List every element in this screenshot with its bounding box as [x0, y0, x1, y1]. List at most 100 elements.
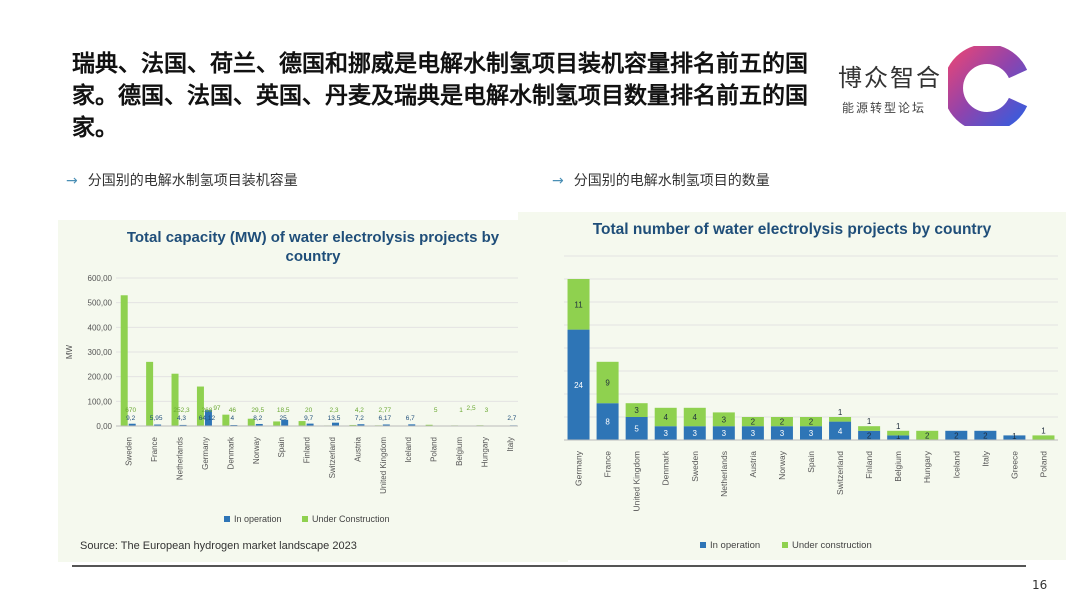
count-x-tick-label: Norway: [777, 450, 787, 480]
capacity-bar-construction-netherlands: [171, 373, 179, 426]
count-data-label-operation: 3: [722, 429, 727, 438]
count-bar-construction-sweden: [683, 407, 706, 427]
count-x-tick-label: Switzerland: [835, 451, 845, 495]
count-legend-construction: Under construction: [792, 540, 872, 551]
capacity-data-label-operation: 9,2: [126, 415, 135, 422]
capacity-data-label-operation: 8,2: [253, 415, 262, 422]
page-number: 16: [1032, 578, 1048, 592]
capacity-x-tick-label: Netherlands: [176, 437, 185, 480]
count-bar-operation-spain: [800, 426, 822, 440]
capacity-y-tick-label: 0,00: [96, 422, 112, 431]
count-data-label-operation: 2: [954, 431, 959, 440]
capacity-data-label-operation: 6,7: [406, 415, 415, 422]
capacity-data-label-construction: 2,77: [378, 407, 391, 414]
count-bar-construction-france: [596, 361, 619, 404]
count-bar-construction-poland: [1032, 435, 1055, 440]
count-bar-operation-sweden: [683, 426, 706, 440]
count-chart-panel: Total number of water electrolysis proje…: [518, 212, 1066, 560]
capacity-legend-operation: In operation: [234, 514, 282, 524]
subtitle-right-text: 分国别的电解水制氢项目的数量: [573, 173, 770, 189]
count-data-label-construction: 2: [809, 418, 814, 427]
count-x-tick-label: Austria: [748, 451, 758, 478]
capacity-data-label-operation: 64,12: [199, 415, 216, 422]
count-bar-construction-denmark: [654, 407, 677, 427]
capacity-bar-operation-spain: [281, 419, 289, 426]
count-x-tick-label: Finland: [864, 451, 874, 479]
brand-name: 博众智合: [838, 64, 942, 92]
count-legend-swatch-operation: [700, 542, 706, 548]
capacity-data-label-operation: 7,2: [355, 415, 364, 422]
count-data-label-operation: 3: [693, 429, 698, 438]
count-data-label-construction: 2: [780, 418, 785, 427]
count-data-label-construction: 2: [925, 431, 930, 440]
count-chart-title: Total number of water electrolysis proje…: [592, 221, 992, 238]
capacity-x-tick-label: Austria: [353, 436, 362, 461]
capacity-x-tick-label: Italy: [506, 437, 515, 452]
capacity-x-tick-label: Germany: [201, 437, 210, 470]
count-bar-operation-netherlands: [712, 426, 735, 440]
capacity-x-tick-label: Norway: [252, 437, 261, 464]
headline: 瑞典、法国、荷兰、德国和挪威是电解水制氢项目装机容量排名前五的国家。德国、法国、…: [72, 51, 808, 141]
count-x-tick-label: Netherlands: [719, 451, 729, 497]
count-x-tick-label: Poland: [1038, 451, 1048, 478]
capacity-data-label-operation: 6,17: [378, 415, 391, 422]
capacity-y-tick-label: 500,00: [88, 299, 113, 308]
capacity-data-label-construction-extra: 2,5: [467, 405, 476, 412]
capacity-x-tick-label: Poland: [430, 437, 439, 462]
capacity-data-label-construction-extra: 97: [213, 405, 221, 412]
capacity-bar-operation-netherlands: [179, 424, 187, 426]
count-bar-operation-norway: [770, 426, 793, 440]
count-bar-construction-switzerland: [829, 417, 852, 422]
count-data-label-construction: 11: [574, 300, 583, 309]
capacity-data-label-operation: 13,5: [328, 415, 341, 422]
capacity-data-label-construction: 5: [434, 407, 438, 414]
count-bar-operation-finland: [858, 430, 881, 440]
count-data-label-construction: 1: [1041, 426, 1046, 435]
capacity-data-label-construction: 2,3: [329, 407, 338, 414]
capacity-data-label-operation: 4,3: [177, 415, 186, 422]
capacity-bar-construction-finland: [298, 421, 306, 426]
count-data-label-operation: 5: [634, 425, 639, 434]
count-bar-operation-iceland: [945, 430, 968, 440]
capacity-legend-swatch-construction: [302, 516, 308, 522]
capacity-bar-operation-sweden: [128, 423, 136, 426]
count-bar-construction-finland: [858, 426, 881, 431]
count-data-label-construction: 3: [722, 415, 727, 424]
capacity-bar-construction-france: [146, 361, 154, 426]
count-bar-construction-norway: [770, 417, 793, 427]
capacity-bar-construction-poland: [425, 424, 433, 426]
brand-logo-icon: [948, 46, 1028, 126]
brand-subtitle: 能源转型论坛: [842, 101, 927, 115]
capacity-bar-operation-austria: [357, 424, 365, 426]
capacity-chart-title: Total capacity (MW) of water electrolysi…: [126, 229, 500, 265]
count-data-label-construction: 9: [605, 379, 610, 388]
count-bar-operation-greece: [1003, 435, 1026, 440]
count-bar-construction-germany: [567, 279, 590, 330]
capacity-x-tick-label: Switzerland: [328, 437, 337, 478]
count-legend-swatch-construction: [782, 542, 788, 548]
count-data-label-operation: 3: [780, 429, 785, 438]
capacity-data-label-construction: 18,5: [277, 407, 290, 414]
count-bar-construction-belgium: [887, 430, 910, 436]
count-x-tick-label: Sweden: [690, 451, 700, 482]
capacity-data-label-construction: 3: [485, 407, 489, 414]
count-bar-operation-denmark: [654, 426, 677, 440]
capacity-data-label-operation: 25: [280, 415, 288, 422]
capacity-data-label-operation: 9,7: [304, 415, 313, 422]
count-bar-operation-switzerland: [829, 421, 852, 440]
count-data-label-operation: 24: [574, 381, 583, 390]
capacity-y-tick-label: 400,00: [88, 323, 113, 332]
count-legend-operation: In operation: [710, 540, 760, 551]
capacity-y-tick-label: 100,00: [88, 397, 113, 406]
count-data-label-operation: 1: [1012, 432, 1017, 441]
capacity-bar-construction-sweden: [120, 295, 128, 426]
count-bar-construction-netherlands: [712, 412, 735, 427]
count-data-label-construction: 1: [867, 417, 872, 426]
capacity-data-label-construction: 20: [305, 407, 313, 414]
count-x-tick-label: United Kingdom: [632, 451, 642, 511]
count-data-label-construction: 1: [896, 422, 901, 431]
subtitle-left: → 分国别的电解水制氢项目装机容量: [66, 170, 298, 190]
capacity-bar-operation-united-kingdom: [382, 424, 390, 426]
capacity-data-label-operation: 2,7: [507, 415, 516, 422]
count-data-label-operation: 4: [838, 427, 843, 436]
